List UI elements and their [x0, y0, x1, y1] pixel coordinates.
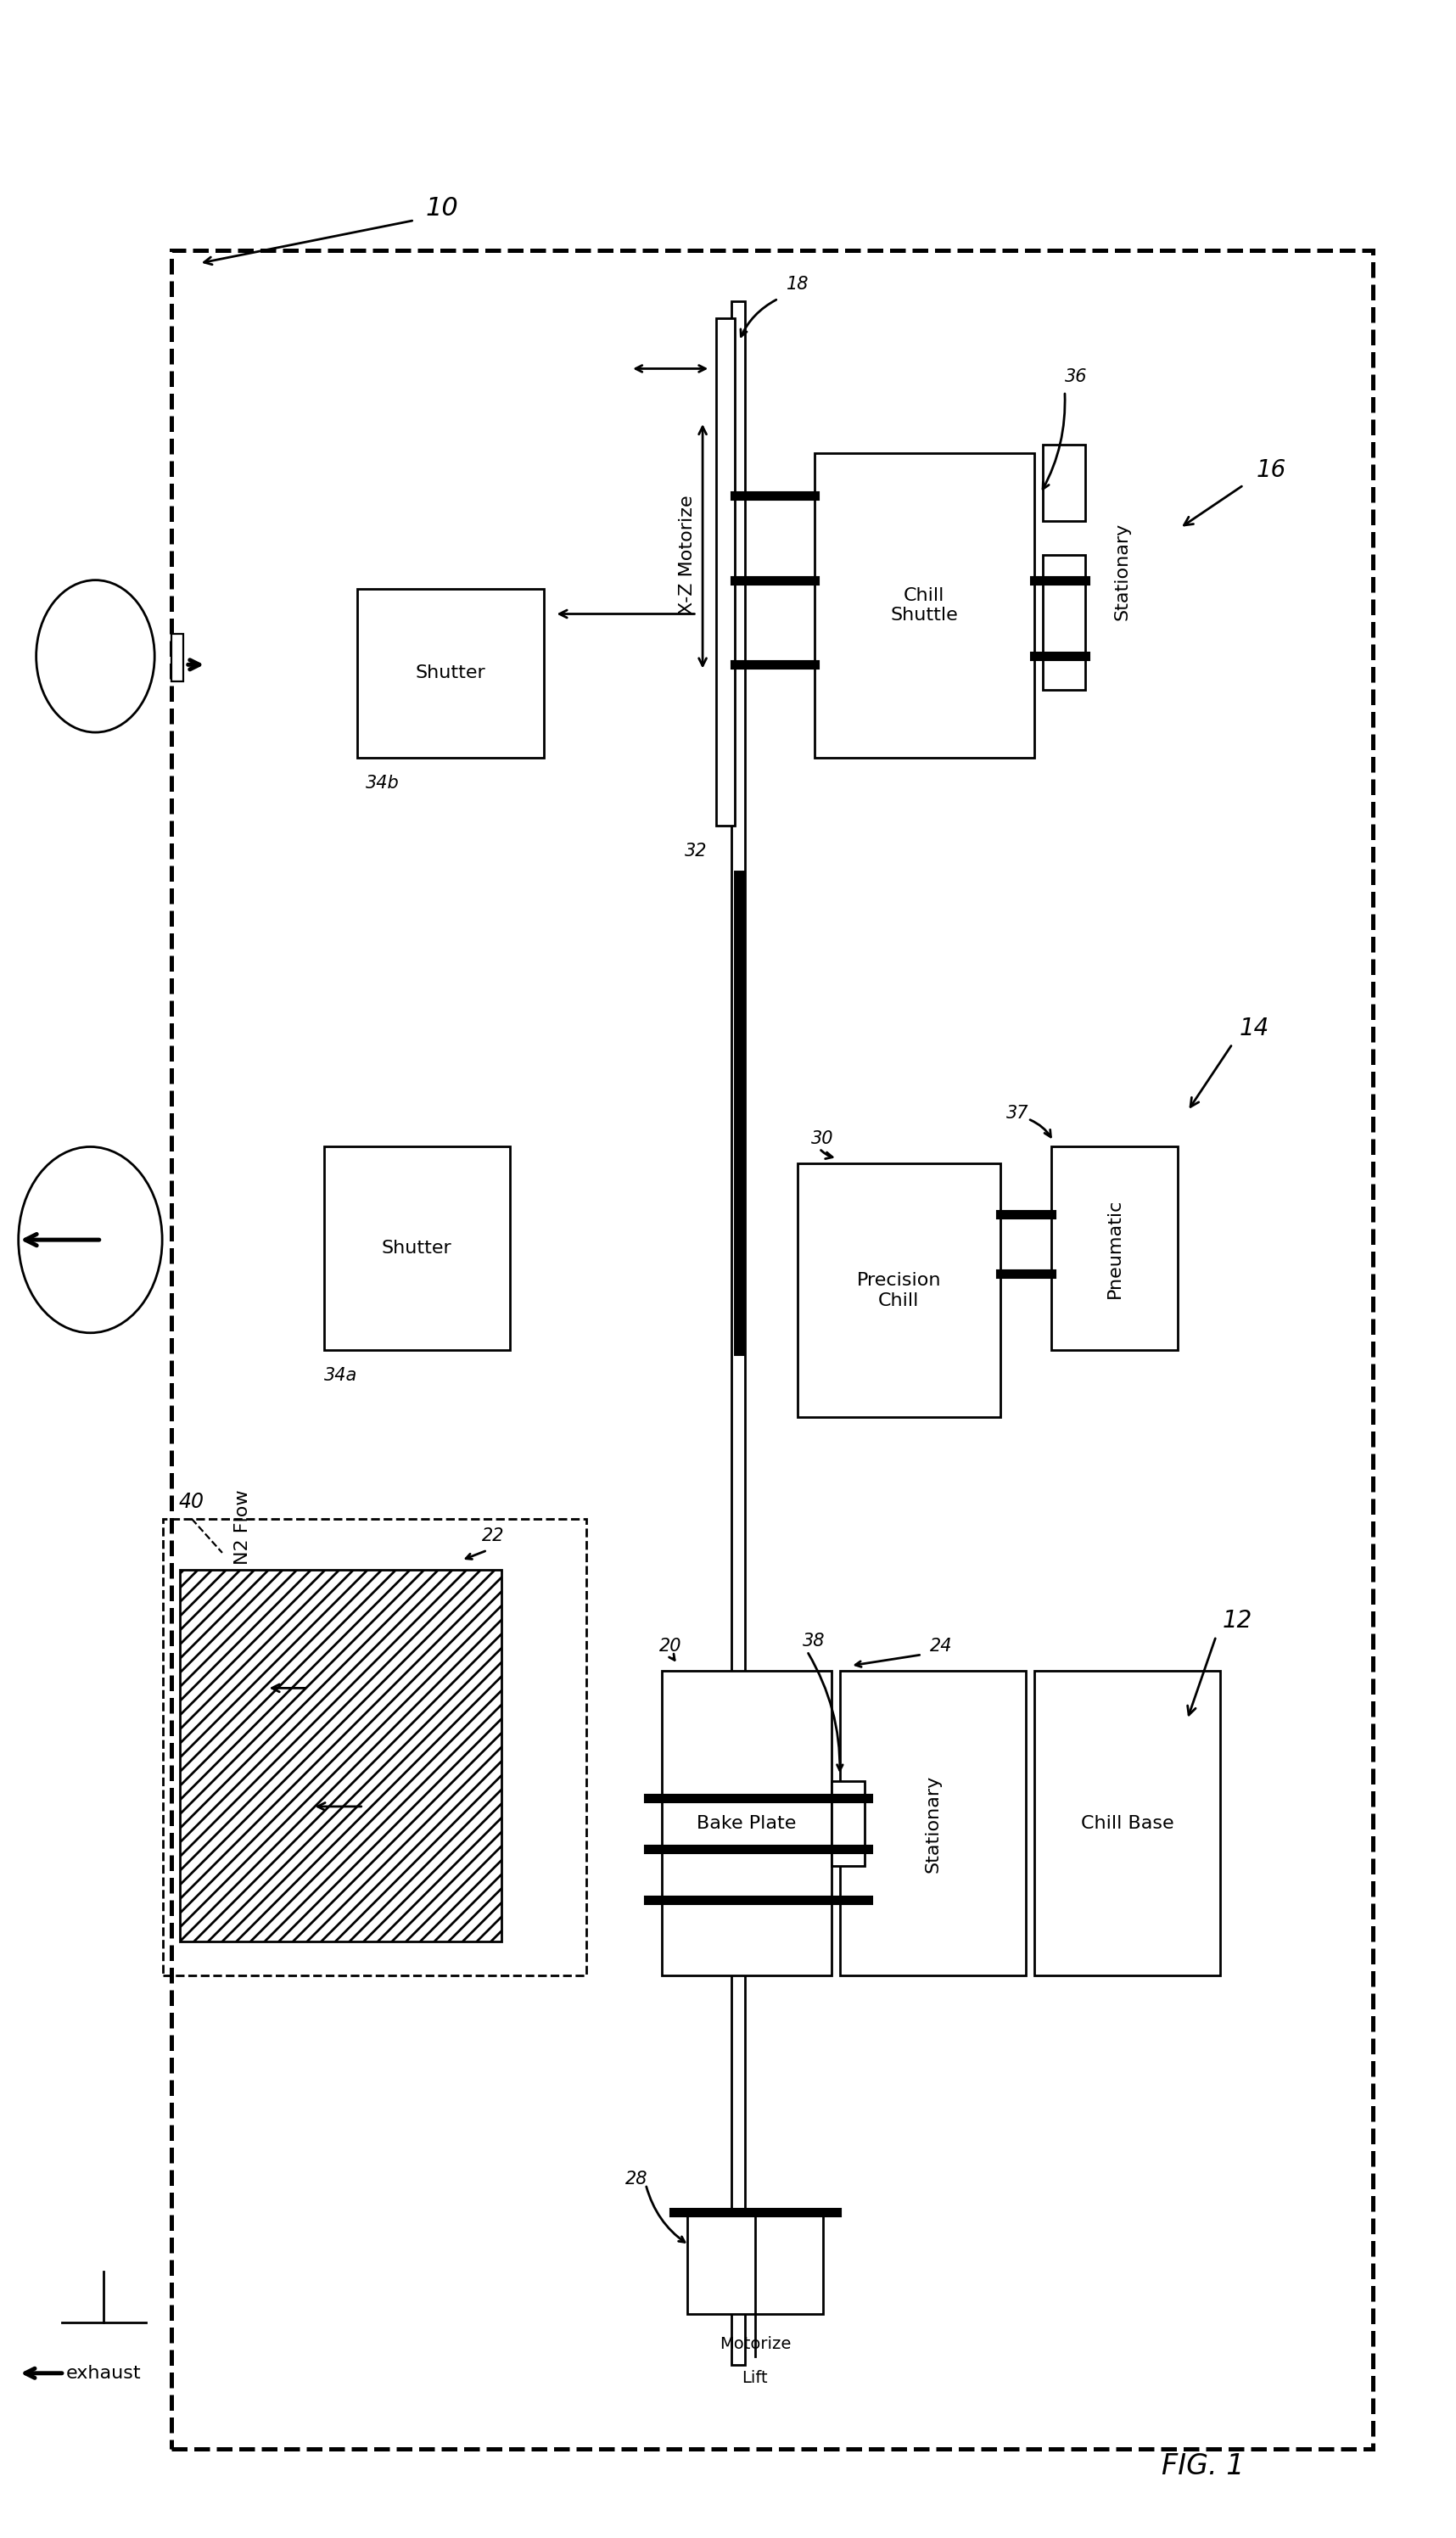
Text: Precision
Chill: Precision Chill	[856, 1272, 941, 1310]
Bar	[662, 1670, 831, 1975]
Text: 34b: 34b	[365, 774, 400, 792]
Bar	[1034, 1670, 1220, 1975]
Text: 34a: 34a	[325, 1365, 357, 1383]
Text: exhaust: exhaust	[66, 2365, 141, 2381]
Bar	[798, 1165, 1000, 1416]
Text: 10: 10	[425, 195, 459, 221]
Bar	[731, 302, 745, 2365]
Text: 14: 14	[1239, 1018, 1270, 1041]
Bar	[814, 454, 1034, 759]
Text: Chill Base: Chill Base	[1080, 1815, 1174, 1832]
Text: Shutter: Shutter	[381, 1239, 451, 1256]
Text: 32: 32	[684, 843, 708, 860]
Bar	[1042, 444, 1085, 520]
Bar	[163, 1518, 585, 1975]
Text: Bake Plate: Bake Plate	[697, 1815, 796, 1832]
Text: 18: 18	[786, 277, 808, 292]
Bar	[1051, 1147, 1178, 1350]
Text: 37: 37	[1006, 1104, 1028, 1122]
Text: 30: 30	[811, 1129, 834, 1147]
Text: Shutter: Shutter	[415, 665, 486, 683]
Text: 24: 24	[930, 1637, 952, 1655]
Text: 16: 16	[1257, 459, 1286, 482]
Bar	[716, 317, 735, 825]
Bar	[172, 251, 1373, 2449]
Text: Chill
Shuttle: Chill Shuttle	[891, 586, 958, 624]
Bar	[323, 1147, 510, 1350]
Text: Stationary: Stationary	[1114, 523, 1131, 619]
Text: Motorize: Motorize	[719, 2337, 791, 2353]
Bar	[687, 2213, 823, 2315]
Text: 38: 38	[804, 1632, 826, 1650]
Text: 36: 36	[1066, 368, 1088, 386]
Bar	[840, 1670, 1025, 1975]
Text: Pneumatic: Pneumatic	[1107, 1198, 1123, 1297]
Text: Stationary: Stationary	[925, 1774, 941, 1873]
Text: 12: 12	[1222, 1609, 1252, 1632]
Text: N2 Flow: N2 Flow	[234, 1490, 250, 1566]
Bar	[1042, 556, 1085, 690]
Text: 22: 22	[482, 1528, 504, 1543]
Text: 28: 28	[626, 2170, 648, 2188]
Text: 40: 40	[179, 1492, 204, 1513]
Text: Lift: Lift	[743, 2370, 769, 2386]
Text: FIG. 1: FIG. 1	[1162, 2452, 1245, 2480]
Bar	[831, 1782, 865, 1865]
Bar	[358, 589, 543, 759]
Bar	[172, 634, 183, 683]
Text: 20: 20	[660, 1637, 681, 1655]
Text: X-Z Motorize: X-Z Motorize	[678, 495, 696, 614]
Bar	[181, 1568, 501, 1942]
